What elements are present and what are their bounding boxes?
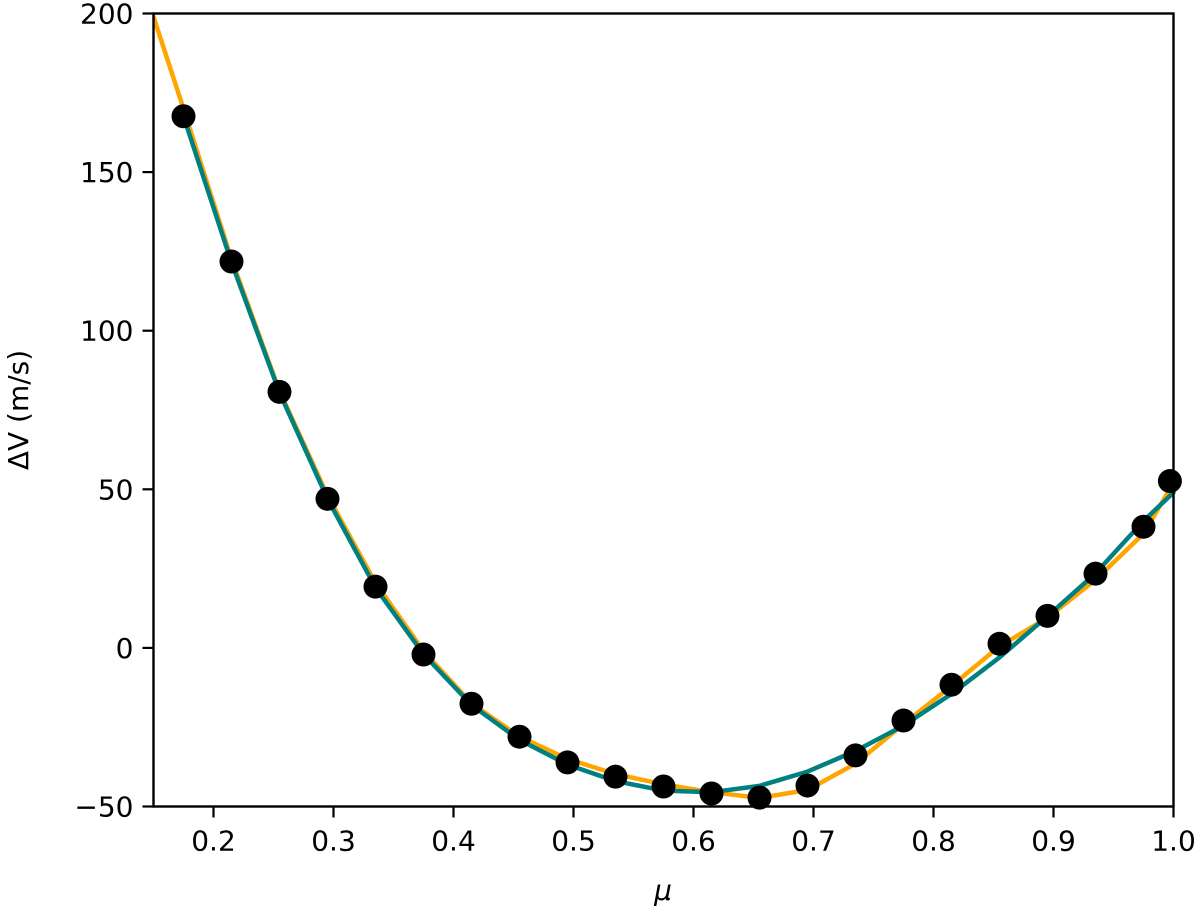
data-point (795, 773, 820, 798)
x-tick-label: 0.2 (191, 825, 236, 858)
data-points (171, 104, 1182, 810)
data-point (1131, 514, 1156, 539)
x-tick-label: 0.4 (431, 825, 476, 858)
y-tick-label: 200 (80, 0, 133, 31)
y-tick-label: −50 (74, 791, 133, 824)
y-axis-ticks: −50 0 50 100 150 200 (74, 0, 154, 824)
data-point (843, 743, 868, 768)
fit-orange-line (153, 14, 1176, 801)
data-point (219, 249, 244, 274)
x-tick-label: 0.9 (1031, 825, 1076, 858)
data-point (747, 785, 772, 810)
x-tick-label: 0.6 (671, 825, 716, 858)
data-point (651, 774, 676, 799)
x-tick-label: 0.3 (311, 825, 356, 858)
data-point (411, 642, 436, 667)
x-tick-label: 1.0 (1151, 825, 1196, 858)
y-tick-label: 100 (80, 315, 133, 348)
data-point (363, 574, 388, 599)
data-point (459, 691, 484, 716)
plot-area (153, 14, 1182, 810)
data-point (891, 708, 916, 733)
data-point (507, 724, 532, 749)
x-tick-label: 0.7 (791, 825, 836, 858)
data-point (1035, 603, 1060, 628)
y-tick-label: 150 (80, 156, 133, 189)
axes-frame (152, 12, 1175, 808)
data-point (555, 750, 580, 775)
y-axis-label: ΔV (m/s) (2, 350, 35, 470)
data-point (267, 379, 292, 404)
data-point (1157, 469, 1182, 494)
data-point (939, 672, 964, 697)
fit-teal-line (181, 114, 1176, 795)
fit-lines (153, 14, 1176, 801)
x-axis-ticks: 0.2 0.3 0.4 0.5 0.6 0.7 0.8 0.9 1.0 (191, 806, 1196, 858)
x-tick-label: 0.5 (551, 825, 596, 858)
data-point (699, 781, 724, 806)
data-point (987, 631, 1012, 656)
x-tick-label: 0.8 (911, 825, 956, 858)
x-axis-label: μ (653, 874, 672, 907)
data-point (171, 104, 196, 129)
data-point (315, 486, 340, 511)
y-tick-label: 50 (98, 473, 134, 506)
y-tick-label: 0 (116, 632, 134, 665)
data-point (603, 764, 628, 789)
data-point (1083, 561, 1108, 586)
